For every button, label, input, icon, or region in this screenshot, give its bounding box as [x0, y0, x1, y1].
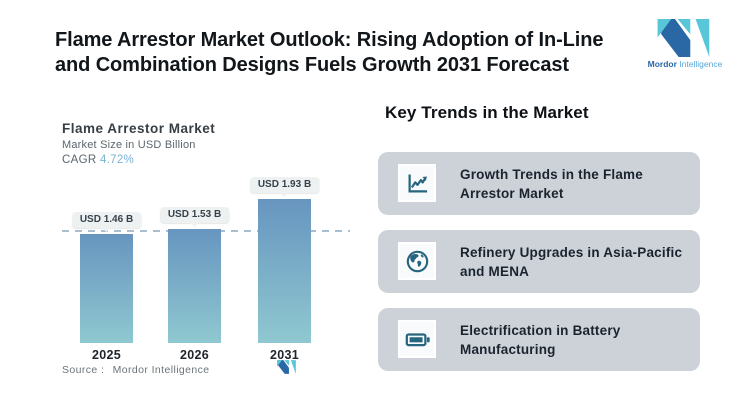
page-title-line2: and Combination Designs Fuels Growth 203… — [55, 54, 569, 76]
trend-card-growth: Growth Trends in the Flame Arrestor Mark… — [378, 152, 700, 215]
trend-card-label: Growth Trends in the Flame Arrestor Mark… — [460, 166, 643, 201]
mordor-intelligence-mini-logo-icon — [277, 360, 297, 374]
bar-2025 — [80, 234, 133, 343]
trend-card-refinery: Refinery Upgrades in Asia-Pacific and ME… — [378, 230, 700, 293]
bar-value-label: USD 1.46 B — [71, 212, 142, 232]
brand-logo: Mordor Intelligence — [642, 19, 728, 69]
brand-name-light: Intelligence — [679, 59, 723, 69]
brand-name-bold: Mordor — [647, 59, 677, 69]
trend-card-label: Electrification in Battery Manufacturing — [460, 322, 621, 357]
bar-2031 — [258, 199, 311, 343]
trend-icon-box — [398, 242, 436, 280]
bar-value-label: USD 1.93 B — [249, 177, 320, 197]
x-axis-label: 2026 — [179, 348, 209, 362]
bar-value-label: USD 1.53 B — [159, 207, 230, 227]
source-note: Source : Mordor Intelligence — [62, 364, 210, 376]
brand-logo-text: Mordor Intelligence — [642, 59, 728, 69]
battery-icon — [405, 332, 430, 346]
x-axis-label: 2025 — [91, 348, 121, 362]
cagr-value: 4.72% — [99, 154, 135, 166]
chart-cagr: CAGR 4.72% — [62, 154, 134, 166]
trends-heading: Key Trends in the Market — [385, 103, 589, 122]
globe-icon — [406, 250, 428, 272]
bar-plot: USD 1.46 B 2025 USD 1.53 B 2026 USD 1.93 B 20… — [62, 170, 352, 362]
trend-card-battery: Electrification in Battery Manufacturing — [378, 308, 700, 371]
page-title: Flame Arrestor Market Outlook: Rising Ad… — [55, 28, 615, 78]
page-title-line1: Flame Arrestor Market Outlook: Rising Ad… — [55, 29, 604, 51]
chart-subtitle: Market Size in USD Billion — [62, 139, 196, 151]
trend-icon-box — [398, 320, 436, 358]
bar-2026 — [168, 229, 221, 343]
chart-title: Flame Arrestor Market — [62, 121, 216, 136]
line-chart-icon — [408, 174, 427, 192]
x-axis-label: 2031 — [269, 348, 299, 362]
source-label: Source : — [62, 364, 105, 376]
trend-card-label: Refinery Upgrades in Asia-Pacific and ME… — [460, 244, 683, 279]
mordor-intelligence-logo-icon — [657, 19, 713, 57]
source-value: Mordor Intelligence — [112, 364, 210, 376]
trend-icon-box — [398, 164, 436, 202]
cagr-label: CAGR — [62, 154, 97, 166]
